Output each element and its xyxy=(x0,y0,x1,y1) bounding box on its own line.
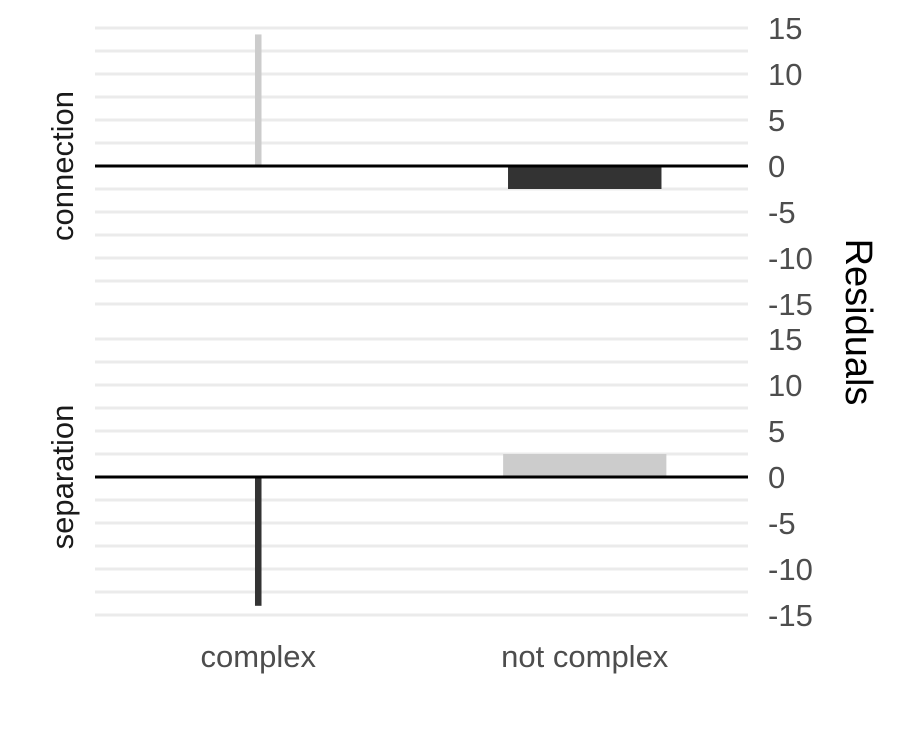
y-tick-label: 0 xyxy=(768,149,785,184)
facet-panels: 15 10 5 0 -5 -10 -15 connection 15 10 5 0 -5 -10 -15 se… xyxy=(45,11,813,633)
y-tick-label: -10 xyxy=(768,552,813,587)
y-tick-label: 15 xyxy=(768,11,802,46)
x-tick-label: not complex xyxy=(501,639,669,674)
x-axis: complex not complex xyxy=(201,639,669,674)
y-tick-label: 10 xyxy=(768,368,802,403)
y-tick-label: -10 xyxy=(768,241,813,276)
y-tick-label: 15 xyxy=(768,322,802,357)
y-tick-label: 10 xyxy=(768,57,802,92)
y-tick-label: -5 xyxy=(768,506,796,541)
y-tick-label: -15 xyxy=(768,287,813,322)
y-axis-title: Residuals xyxy=(837,239,879,406)
bar-connection-complex xyxy=(254,34,262,166)
facet-label: separation xyxy=(45,405,80,550)
y-tick-label: -5 xyxy=(768,195,796,230)
bar-separation-complex xyxy=(254,477,262,606)
y-tick-label: 0 xyxy=(768,460,785,495)
facet-label: connection xyxy=(45,91,80,241)
y-tick-label: -15 xyxy=(768,598,813,633)
x-tick-label: complex xyxy=(201,639,317,674)
bar-connection-not-complex xyxy=(508,166,662,189)
facet-connection: 15 10 5 0 -5 -10 -15 connection xyxy=(45,11,813,322)
bar-separation-not-complex xyxy=(503,454,667,477)
y-tick-label: 5 xyxy=(768,103,785,138)
y-tick-label: 5 xyxy=(768,414,785,449)
facet-separation: 15 10 5 0 -5 -10 -15 separation xyxy=(45,322,813,633)
